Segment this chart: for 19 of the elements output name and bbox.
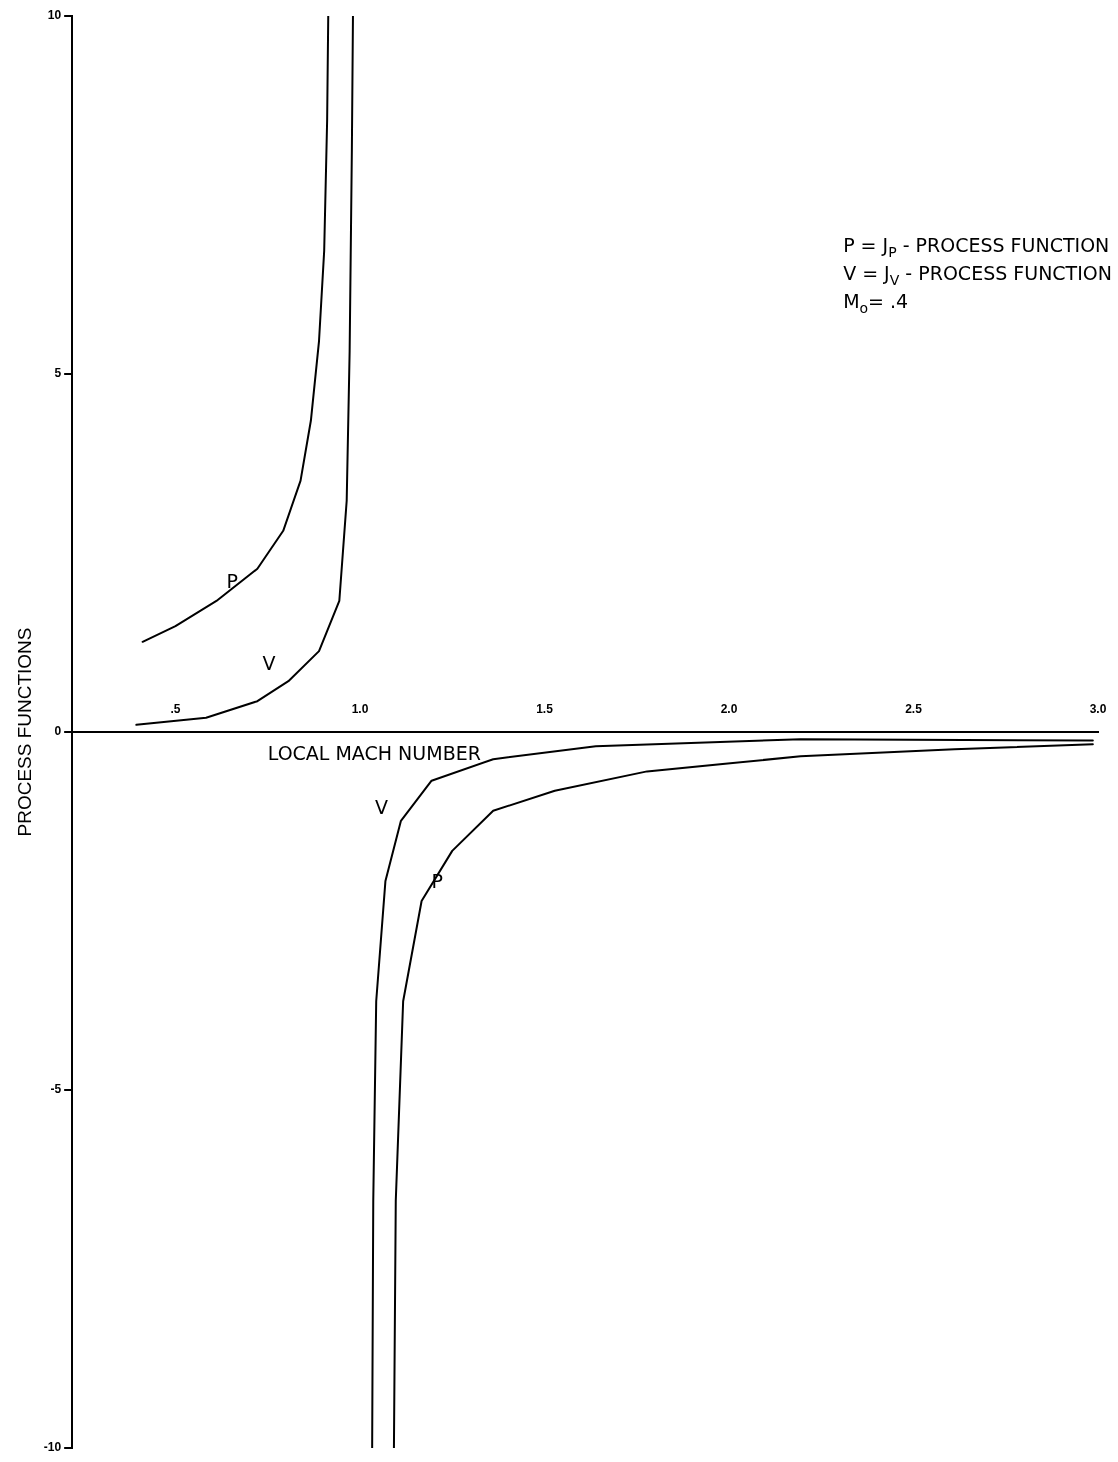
- x-tick-label: 3.0: [1089, 701, 1107, 716]
- series-label: P: [226, 569, 238, 592]
- x-tick-label: .5: [170, 701, 181, 716]
- x-tick-label: 1.5: [536, 701, 554, 716]
- x-tick-label: 2.0: [720, 701, 738, 716]
- y-axis-title: PROCESS FUNCTIONS: [13, 627, 35, 837]
- y-tick-label: 0: [54, 724, 62, 739]
- series-label: V: [262, 652, 276, 675]
- annotation: V = J$_{V}$ - PROCESS FUNCTION: [843, 261, 1112, 290]
- annotation: P = J$_{P}$ - PROCESS FUNCTION: [843, 234, 1111, 262]
- annotation: M$_{o}$= .4: [843, 289, 910, 318]
- series-label: V: [374, 795, 388, 818]
- y-tick-label: -5: [50, 1082, 62, 1097]
- x-tick-label: 1.0: [351, 701, 369, 716]
- x-tick-label: 2.5: [905, 701, 923, 716]
- y-tick-label: 5: [54, 366, 62, 381]
- x-axis-title: LOCAL MACH NUMBER: [267, 742, 481, 764]
- y-tick-label: -10: [43, 1440, 62, 1455]
- y-tick-label: 10: [47, 8, 62, 23]
